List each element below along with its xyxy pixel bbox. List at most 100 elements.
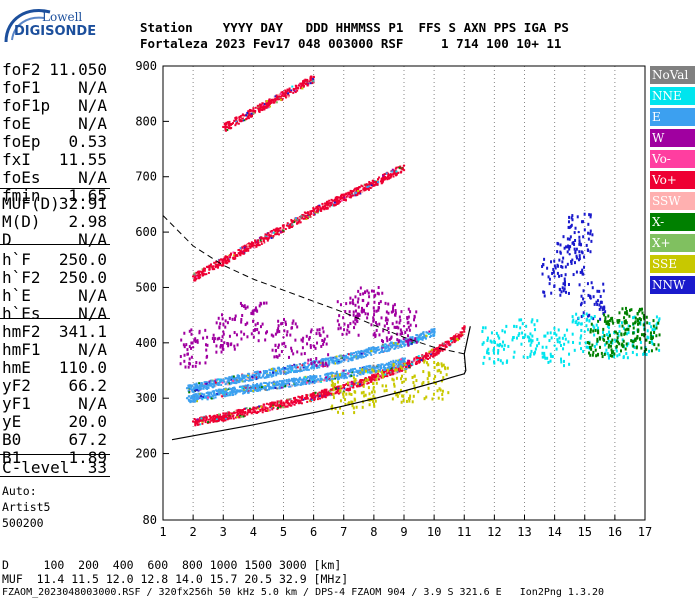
echo-point — [382, 344, 385, 347]
echo-point — [372, 306, 375, 310]
echo-point — [311, 209, 314, 212]
echo-point — [341, 370, 344, 373]
echo-point — [286, 95, 289, 98]
echo-point — [332, 377, 335, 380]
echo-point — [272, 367, 275, 370]
echo-point — [278, 387, 281, 390]
echo-point — [195, 361, 198, 365]
echo-point — [572, 273, 575, 277]
echo-point — [564, 283, 567, 287]
echo-point — [578, 242, 581, 246]
echo-point — [421, 336, 424, 339]
echo-point — [513, 324, 516, 328]
echo-point — [566, 262, 569, 266]
echo-point — [320, 364, 323, 367]
echo-point — [335, 200, 338, 203]
echo-point — [442, 342, 445, 345]
echo-point — [601, 355, 604, 359]
echo-point — [604, 316, 607, 320]
echo-point — [198, 382, 201, 385]
echo-point — [201, 383, 204, 386]
echo-point — [179, 362, 182, 366]
echo-point — [224, 127, 227, 130]
echo-point — [578, 250, 581, 254]
echo-point — [282, 230, 285, 233]
echo-point — [276, 387, 279, 390]
echo-point — [325, 388, 328, 391]
echo-point — [198, 384, 201, 387]
echo-point — [558, 258, 561, 262]
echo-point — [303, 84, 306, 87]
echo-point — [250, 379, 253, 382]
echo-point — [313, 211, 316, 214]
echo-point — [221, 343, 224, 347]
echo-point — [223, 395, 226, 398]
echo-point — [237, 376, 240, 379]
echo-point — [374, 370, 377, 373]
echo-point — [350, 384, 353, 387]
echo-point — [285, 333, 288, 337]
echo-point — [277, 327, 280, 331]
echo-point — [400, 369, 403, 372]
echo-point — [498, 336, 501, 340]
echo-point — [305, 393, 308, 396]
echo-point — [283, 385, 286, 388]
echo-point — [210, 396, 213, 399]
echo-point — [572, 318, 575, 322]
echo-point — [551, 355, 554, 359]
echo-point — [355, 351, 358, 354]
echo-point — [343, 376, 346, 379]
echo-point — [353, 352, 356, 355]
echo-point — [222, 388, 225, 391]
echo-point — [276, 402, 279, 405]
echo-point — [435, 353, 438, 356]
echo-point — [590, 239, 593, 243]
echo-point — [381, 350, 384, 353]
echo-point — [262, 240, 265, 243]
echo-point — [369, 185, 372, 188]
echo-point — [599, 300, 602, 304]
echo-point — [337, 359, 340, 362]
echo-point — [273, 401, 276, 404]
echo-point — [651, 342, 654, 346]
echo-point — [249, 388, 252, 391]
echo-point — [230, 378, 233, 381]
echo-point — [599, 317, 602, 321]
echo-point — [564, 265, 567, 269]
echo-point — [359, 373, 362, 376]
echo-point — [286, 405, 289, 408]
echo-point — [541, 272, 544, 276]
echo-point — [561, 286, 564, 290]
echo-point — [265, 374, 268, 377]
echo-point — [279, 384, 282, 387]
echo-point — [310, 366, 313, 369]
echo-point — [284, 322, 287, 326]
echo-point — [223, 341, 226, 345]
echo-point — [449, 337, 452, 340]
echo-point — [237, 122, 240, 125]
echo-point — [398, 166, 401, 169]
echo-point — [209, 416, 212, 419]
echo-point — [355, 188, 358, 191]
echo-point — [434, 347, 437, 350]
series-point — [598, 336, 602, 339]
echo-point — [303, 362, 306, 365]
echo-point — [211, 394, 214, 397]
echo-point — [286, 367, 289, 370]
echo-point — [268, 105, 271, 108]
echo-point — [658, 333, 661, 337]
echo-point — [377, 374, 380, 378]
echo-point — [262, 403, 265, 406]
echo-point — [324, 358, 327, 361]
echo-point — [337, 387, 340, 390]
echo-point — [548, 282, 551, 286]
echo-point — [368, 376, 371, 379]
echo-point — [187, 389, 190, 392]
echo-point — [378, 333, 381, 337]
echo-point — [285, 378, 288, 381]
echo-point — [597, 319, 600, 323]
echo-point — [529, 338, 532, 342]
echo-point — [189, 397, 192, 400]
echo-point — [302, 398, 305, 401]
echo-point — [360, 189, 363, 192]
